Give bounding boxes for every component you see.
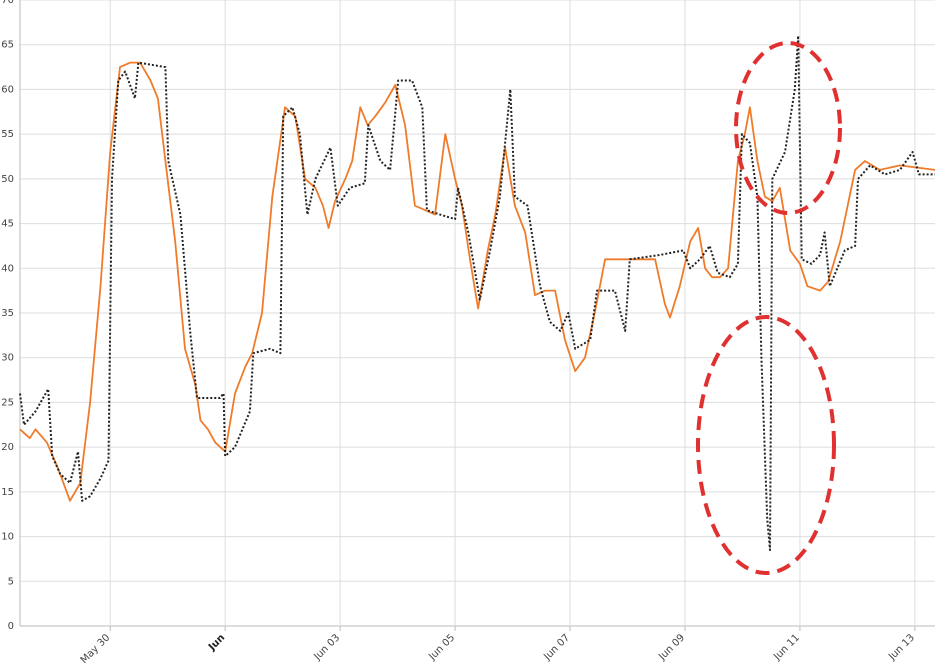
- x-tick-label: Jun 07: [541, 632, 572, 663]
- y-tick-label: 10: [1, 532, 14, 543]
- y-tick-label: 0: [8, 621, 14, 632]
- highlight-ellipse: [734, 41, 842, 215]
- series-line: [19, 61, 935, 502]
- y-tick-label: 25: [1, 397, 14, 408]
- x-tick-label: Jun: [206, 632, 227, 653]
- y-tick-label: 60: [1, 84, 14, 95]
- series-line: [19, 34, 935, 551]
- x-tick-label: Jun 09: [656, 632, 687, 663]
- lines: [19, 34, 935, 551]
- x-tick-label: May 30: [79, 632, 113, 663]
- y-tick-label: 5: [8, 576, 14, 587]
- y-tick-label: 30: [1, 353, 14, 364]
- x-tick-label: Jun 13: [886, 632, 917, 663]
- y-tick-label: 40: [1, 263, 14, 274]
- y-tick-label: 55: [1, 129, 14, 140]
- y-tick-label: 50: [1, 174, 14, 185]
- y-tick-label: 65: [1, 40, 14, 51]
- y-tick-label: 15: [1, 487, 14, 498]
- labels: 0 5 10 15 20 25 30 35 40 45 50 55 60 65 70 May 30 Jun Jun…: [1, 0, 917, 663]
- y-tick-label: 45: [1, 219, 14, 230]
- y-tick-label: 20: [1, 442, 14, 453]
- highlight-ellipse: [696, 315, 836, 575]
- x-tick-label: Jun 05: [426, 632, 457, 663]
- x-tick-label: Jun 03: [311, 632, 342, 663]
- y-tick-label: 70: [1, 0, 14, 6]
- x-tick-label: Jun 11: [771, 632, 802, 663]
- y-tick-label: 35: [1, 308, 14, 319]
